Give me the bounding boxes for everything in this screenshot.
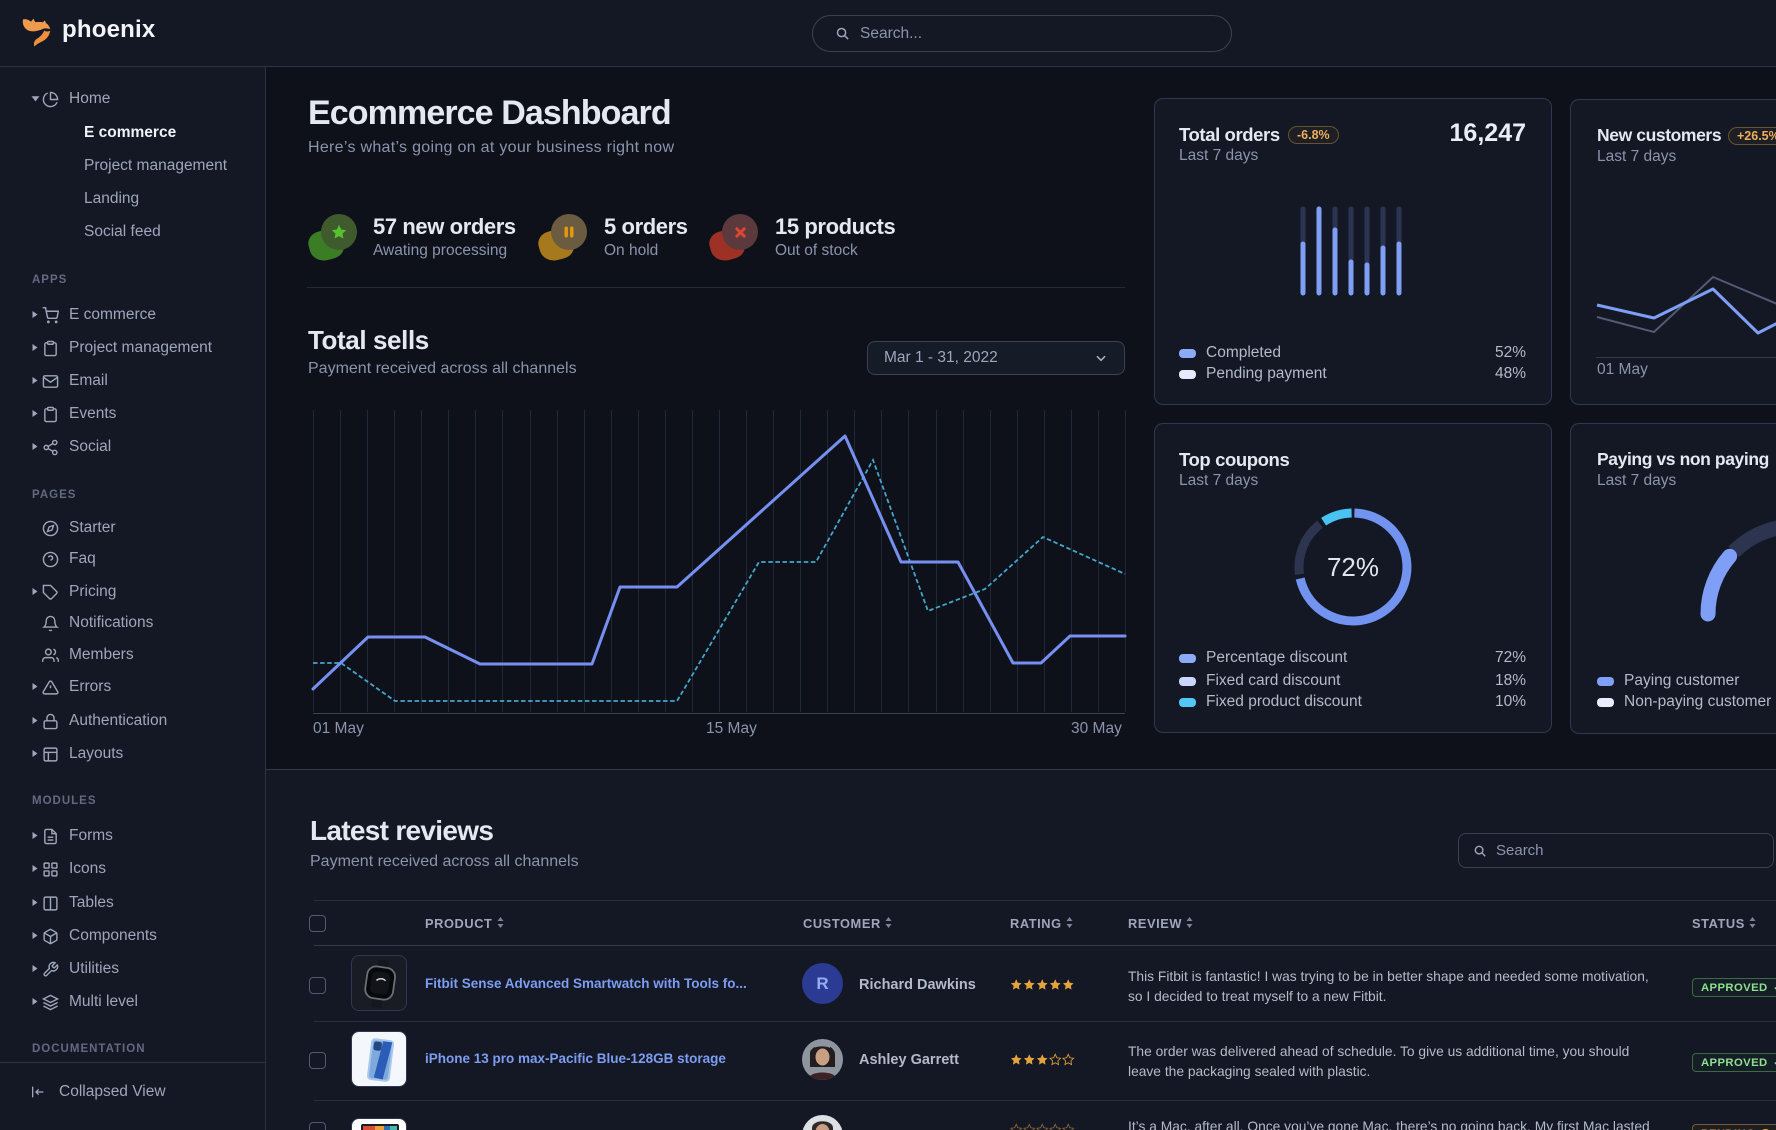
svg-text:72%: 72% <box>1327 552 1379 582</box>
